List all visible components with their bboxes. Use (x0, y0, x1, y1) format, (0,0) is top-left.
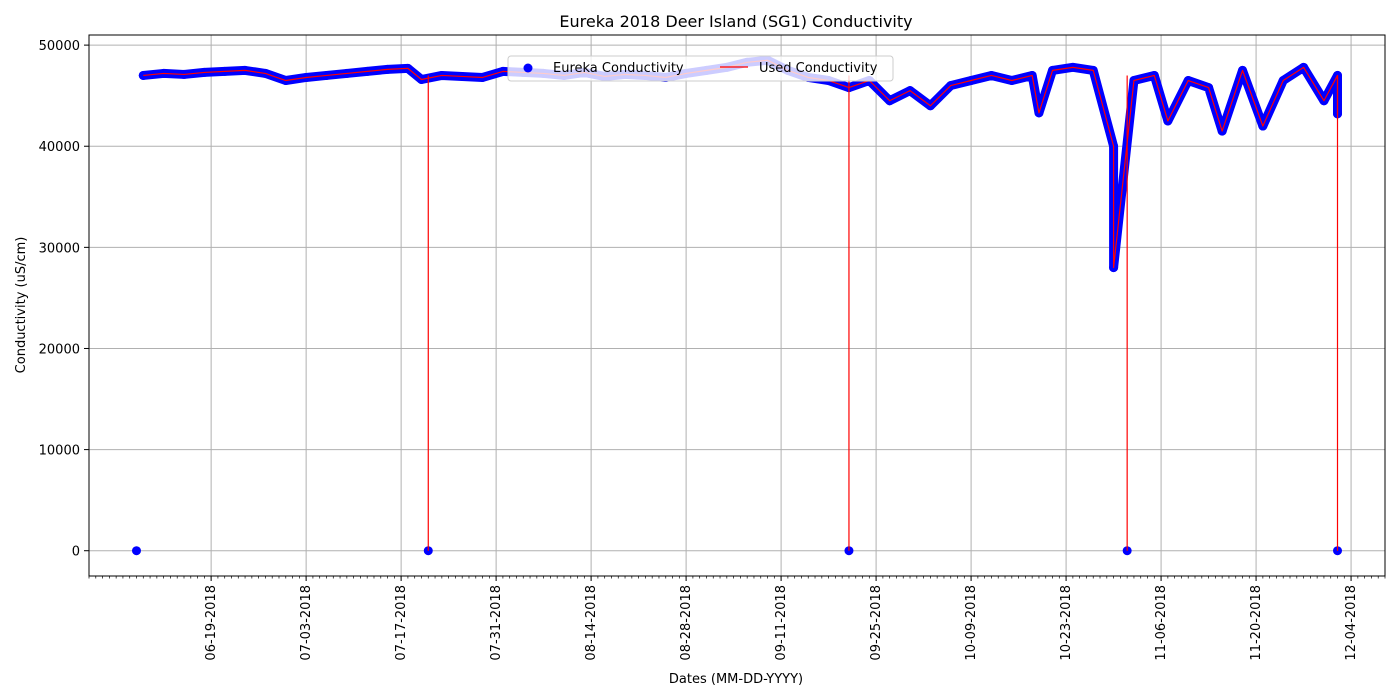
y-tick-label: 50000 (39, 39, 80, 54)
x-tick-label: 12-04-2018 (1344, 585, 1359, 661)
x-tick-label: 11-20-2018 (1249, 585, 1264, 661)
legend-label-used: Used Conductivity (759, 61, 878, 76)
x-tick-label: 07-03-2018 (299, 585, 314, 661)
plot-frame (88, 34, 1386, 577)
x-tick-label: 09-11-2018 (774, 585, 789, 661)
legend-label-eureka: Eureka Conductivity (553, 61, 684, 76)
x-tick-label: 08-28-2018 (679, 585, 694, 661)
x-tick-label: 10-23-2018 (1059, 585, 1074, 661)
x-tick-label: 10-09-2018 (964, 585, 979, 661)
y-tick-label: 30000 (39, 241, 80, 256)
grid-layer (89, 35, 1385, 576)
legend-box (507, 55, 894, 82)
x-tick-label: 07-17-2018 (394, 585, 409, 661)
legend-marker-eureka (523, 63, 533, 73)
y-tick-label: 10000 (39, 444, 80, 459)
chart-title: Eureka 2018 Deer Island (SG1) Conductivi… (559, 12, 912, 31)
y-axis-label: Conductivity (uS/cm) (14, 237, 29, 374)
x-tick-label: 06-19-2018 (204, 585, 219, 661)
x-tick-label: 09-25-2018 (869, 585, 884, 661)
x-tick-label: 11-06-2018 (1154, 585, 1169, 661)
x-axis-label: Dates (MM-DD-YYYY) (669, 672, 803, 687)
y-tick-label: 40000 (39, 140, 80, 155)
eureka-zero-point (131, 546, 141, 556)
y-tick-label: 20000 (39, 342, 80, 357)
x-tick-label: 07-31-2018 (489, 585, 504, 661)
x-tick-label: 08-14-2018 (584, 585, 599, 661)
legend: Eureka Conductivity Used Conductivity (507, 55, 894, 82)
tick-layer: 06-19-2018 07-03-2018 07-17-2018 07-31-2018… (39, 39, 1386, 661)
y-tick-label: 0 (72, 545, 80, 560)
